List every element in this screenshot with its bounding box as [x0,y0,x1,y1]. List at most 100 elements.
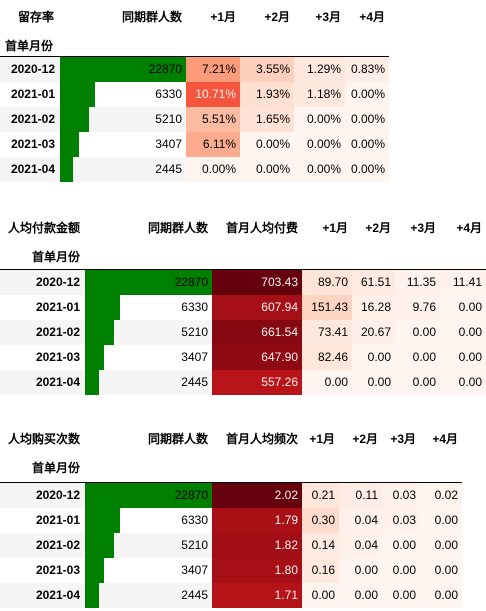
column-header: +4月 [359,10,385,24]
table-title: 人均购买次数 [8,432,81,446]
value-cell: 703.43 [212,270,302,295]
cohort-size-cell: 3407 [181,350,208,364]
column-header: +2月 [264,10,290,24]
value-cell: 0.11 [339,483,382,508]
value-cell: 0.00 [395,320,440,345]
cohort-bar [60,132,79,157]
value-cell: 0.00 [302,370,352,395]
value-cell: 0.14 [302,533,339,558]
value-cell: 89.70 [302,270,352,295]
column-header: 同期群人数 [147,432,208,446]
table-row: 2021-02 5210 1.82 0.14 0.04 0.00 0.00 [0,533,462,558]
cohort-size-cell: 2445 [181,375,208,389]
value-cell: 0.83% [345,57,389,82]
value-cell: 0.00 [440,320,486,345]
value-cell: 1.29% [294,57,345,82]
cohort-size-cell: 22870 [148,62,182,76]
table-row: 2020-12 22870 2.02 0.21 0.11 0.03 0.02 [0,483,462,508]
row-label: 2020-12 [10,62,55,76]
value-cell: 0.00% [345,157,389,182]
table-row: 2021-04 2445 0.00% 0.00% 0.00% 0.00% [0,157,389,182]
column-header: +3月 [390,432,416,446]
row-label: 2021-02 [10,112,55,126]
cohort-size-cell: 6330 [181,300,208,314]
value-cell: 1.80 [212,558,302,583]
row-label: 2021-04 [35,375,80,389]
value-cell: 0.00 [420,533,462,558]
value-cell: 0.00% [294,107,345,132]
cohort-size-cell: 5210 [155,112,182,126]
value-cell: 0.00% [345,107,389,132]
value-cell: 0.00 [440,295,486,320]
value-cell: 11.35 [395,270,440,295]
column-header: +1月 [210,10,236,24]
row-label: 2020-12 [35,275,80,289]
column-header: +3月 [315,10,341,24]
column-header: +3月 [410,221,436,235]
value-cell: 557.26 [212,370,302,395]
cohort-size-cell: 2445 [181,588,208,602]
cohort-bar [85,295,120,320]
value-cell: 0.00% [294,157,345,182]
value-cell: 0.00 [395,345,440,370]
value-cell: 647.90 [212,345,302,370]
value-cell: 73.41 [302,320,352,345]
column-header: 同期群人数 [121,10,182,24]
value-cell: 11.41 [440,270,486,295]
cohort-size-cell: 2445 [155,162,182,176]
cohort-bar [85,508,120,533]
value-cell: 20.67 [352,320,395,345]
cohort-size-cell: 3407 [155,137,182,151]
column-header: 首月人均付费 [225,221,298,235]
row-label: 2021-03 [35,350,80,364]
cohort-bar [60,107,89,132]
value-cell: 10.71% [186,82,240,107]
table-title: 人均付款金额 [8,221,81,235]
header-rule [0,56,389,57]
cohort-bar [85,270,212,295]
value-cell: 0.00 [382,533,420,558]
table-row: 2021-01 6330 1.79 0.30 0.04 0.03 0.00 [0,508,462,533]
column-header: 首月人均频次 [225,432,298,446]
value-cell: 0.00 [420,583,462,608]
column-header: +4月 [456,221,482,235]
row-label: 2021-01 [35,513,80,527]
value-cell: 0.00 [420,508,462,533]
header-rule [0,482,462,483]
value-cell: 1.93% [240,82,294,107]
value-cell: 0.00% [345,82,389,107]
value-cell: 0.00 [302,583,339,608]
value-cell: 61.51 [352,270,395,295]
cohort-bar [60,57,186,82]
value-cell: 0.00 [352,345,395,370]
value-cell: 0.03 [382,508,420,533]
value-cell: 0.30 [302,508,339,533]
value-cell: 0.21 [302,483,339,508]
cohort-size-cell: 22870 [174,275,208,289]
column-header: +2月 [365,221,391,235]
table-row: 2021-03 3407 1.80 0.16 0.00 0.00 0.00 [0,558,462,583]
value-cell: 151.43 [302,295,352,320]
row-label: 2020-12 [35,488,80,502]
table-row: 2020-12 22870 703.43 89.70 61.51 11.35 11.41 [0,270,486,295]
table-row: 2021-04 2445 1.71 0.00 0.00 0.00 0.00 [0,583,462,608]
column-header: +1月 [309,432,335,446]
cohort-bar [85,320,114,345]
row-label: 2021-02 [35,538,80,552]
value-cell: 0.16 [302,558,339,583]
column-header: +2月 [352,432,378,446]
value-cell: 0.00% [186,157,240,182]
cohort-bar [60,157,73,182]
row-label: 2021-01 [35,300,80,314]
index-name: 首单月份 [5,39,54,53]
table-row: 2021-04 2445 557.26 0.00 0.00 0.00 0.00 [0,370,486,395]
value-cell: 1.82 [212,533,302,558]
value-cell: 607.94 [212,295,302,320]
index-name: 首单月份 [32,461,81,475]
cohort-size-cell: 3407 [181,563,208,577]
row-label: 2021-04 [35,588,80,602]
table-row: 2021-01 6330 607.94 151.43 16.28 9.76 0.00 [0,295,486,320]
value-cell: 0.00% [240,157,294,182]
row-label: 2021-01 [10,87,55,101]
value-cell: 1.65% [240,107,294,132]
